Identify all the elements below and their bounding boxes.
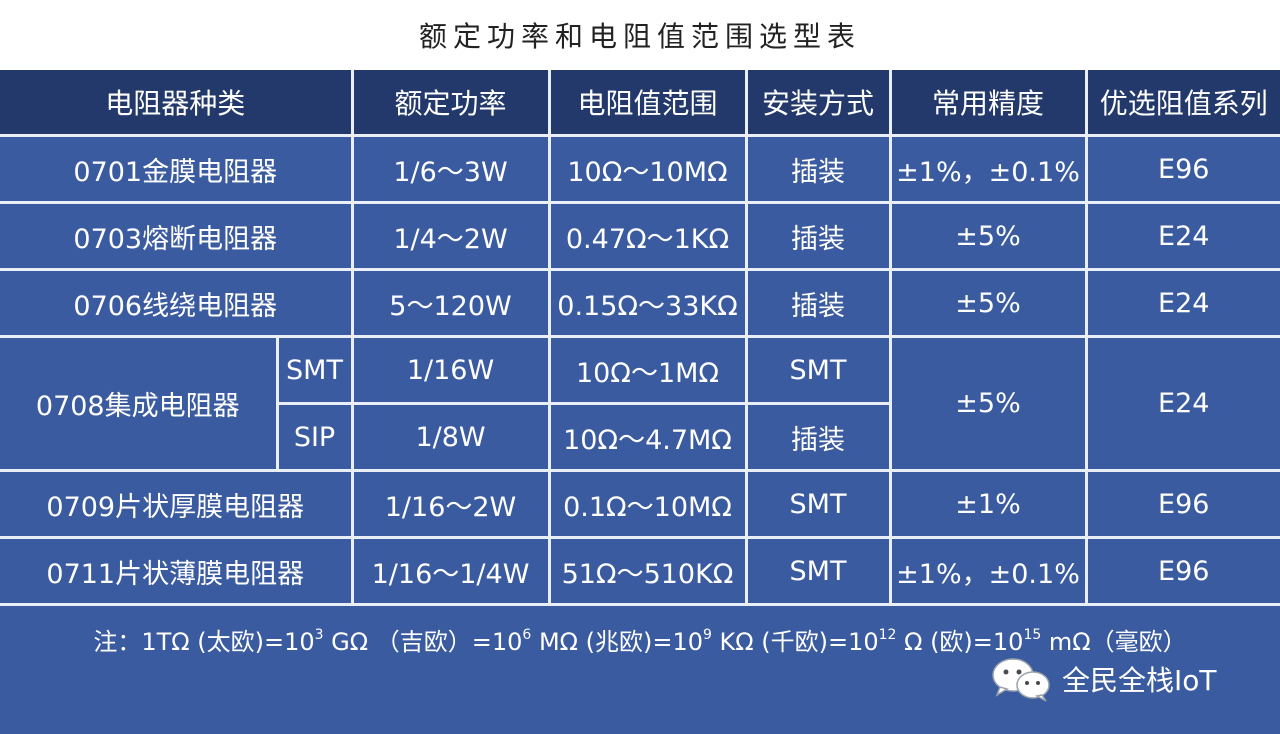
mount-cell: 插装 [744, 201, 892, 271]
header-cell: 额定功率 [350, 70, 551, 137]
note-text: GΩ （吉欧）=10 [323, 628, 523, 656]
table-row: 0701金膜电阻器 1/6～3W 10Ω～10MΩ 插装 ±1%，±0.1% E… [0, 134, 1280, 204]
header-row: 电阻器种类 额定功率 电阻值范围 安装方式 常用精度 优选阻值系列 [0, 70, 1280, 137]
power-cell: 1/16W [350, 335, 551, 405]
power-cell: 5～120W [350, 268, 551, 338]
header-cell: 优选阻值系列 [1084, 70, 1280, 137]
series-cell: E96 [1084, 134, 1280, 204]
power-cell: 1/16～1/4W [350, 536, 551, 606]
power-cell: 1/16～2W [350, 469, 551, 539]
power-cell: 1/4～2W [350, 201, 551, 271]
precision-cell: ±1%，±0.1% [888, 536, 1088, 606]
range-cell: 0.15Ω～33KΩ [547, 268, 748, 338]
table-row: 0706线绕电阻器 5～120W 0.15Ω～33KΩ 插装 ±5% E24 [0, 268, 1280, 338]
series-cell: E24 [1084, 335, 1280, 472]
header-cell: 安装方式 [744, 70, 892, 137]
type-cell: 0708集成电阻器 [0, 335, 279, 472]
precision-cell: ±5% [888, 268, 1088, 338]
header-cell: 电阻值范围 [547, 70, 748, 137]
table-row: SIP 1/8W 10Ω～4.7MΩ 插装 [0, 402, 1280, 472]
type-cell: 0706线绕电阻器 [0, 268, 354, 338]
note-text: MΩ (兆欧)=10 [531, 628, 703, 656]
precision-cell: ±1% [888, 469, 1088, 539]
brand-name: 全民全栈IoT [1062, 664, 1217, 697]
wechat-icon [992, 658, 1050, 702]
series-cell: E96 [1084, 536, 1280, 606]
range-cell: 10Ω～1MΩ [547, 335, 748, 405]
mount-cell: 插装 [744, 402, 891, 472]
note-text: KΩ (千欧)=10 [711, 628, 879, 656]
precision-cell: ±5% [888, 201, 1088, 271]
note-exponent: 6 [522, 627, 532, 643]
precision-cell: ±5% [888, 335, 1088, 472]
mount-cell: 插装 [744, 134, 892, 204]
page-title: 额定功率和电阻值范围选型表 [0, 0, 1280, 70]
series-cell: E24 [1084, 268, 1280, 338]
mount-cell: SMT [744, 335, 892, 405]
precision-cell: ±1%，±0.1% [888, 134, 1088, 204]
header-cell: 电阻器种类 [0, 70, 354, 137]
table-row: 0711片状薄膜电阻器 1/16～1/4W 51Ω～510KΩ SMT ±1%，… [0, 536, 1280, 606]
brand-watermark: 全民全栈IoT [990, 654, 1217, 704]
range-cell: 51Ω～510KΩ [547, 536, 748, 606]
note-exponent: 3 [314, 627, 324, 643]
mount-cell: SMT [744, 469, 892, 539]
power-cell: 1/6～3W [350, 134, 551, 204]
selection-table: 电阻器种类 额定功率 电阻值范围 安装方式 常用精度 优选阻值系列 0701金膜… [0, 70, 1280, 606]
power-cell: 1/8W [350, 402, 551, 472]
range-cell: 10Ω～10MΩ [547, 134, 748, 204]
series-cell: E96 [1084, 469, 1280, 539]
type-cell: 0711片状薄膜电阻器 [0, 536, 354, 606]
note-text: mΩ（毫欧） [1041, 628, 1187, 656]
series-cell: E24 [1084, 201, 1280, 271]
note-exponent: 15 [1023, 627, 1042, 643]
range-cell: 0.47Ω～1KΩ [547, 201, 748, 271]
subtype-cell: SIP [277, 402, 354, 472]
note-text: 注：1TΩ (太欧)=10 [93, 628, 315, 656]
note-exponent: 12 [878, 627, 897, 643]
note-exponent: 9 [703, 627, 712, 643]
table-row: 0708集成电阻器 SMT 1/16W 10Ω～1MΩ SMT ±5% E24 [0, 335, 1280, 472]
note-text: Ω (欧)=10 [896, 628, 1024, 656]
unit-note: 注：1TΩ (太欧)=103 GΩ （吉欧）=106 MΩ (兆欧)=109 K… [0, 622, 1280, 662]
table-row: 0703熔断电阻器 1/4～2W 0.47Ω～1KΩ 插装 ±5% E24 [0, 201, 1280, 271]
range-cell: 0.1Ω～10MΩ [547, 469, 748, 539]
mount-cell: 插装 [744, 268, 892, 338]
type-cell: 0701金膜电阻器 [0, 134, 354, 204]
mount-cell: SMT [744, 536, 892, 606]
type-cell: 0709片状厚膜电阻器 [0, 469, 354, 539]
header-cell: 常用精度 [888, 70, 1088, 137]
table-row: 0709片状厚膜电阻器 1/16～2W 0.1Ω～10MΩ SMT ±1% E9… [0, 469, 1280, 539]
range-cell: 10Ω～4.7MΩ [547, 402, 748, 472]
type-cell: 0703熔断电阻器 [0, 201, 354, 271]
subtype-cell: SMT [275, 335, 354, 405]
